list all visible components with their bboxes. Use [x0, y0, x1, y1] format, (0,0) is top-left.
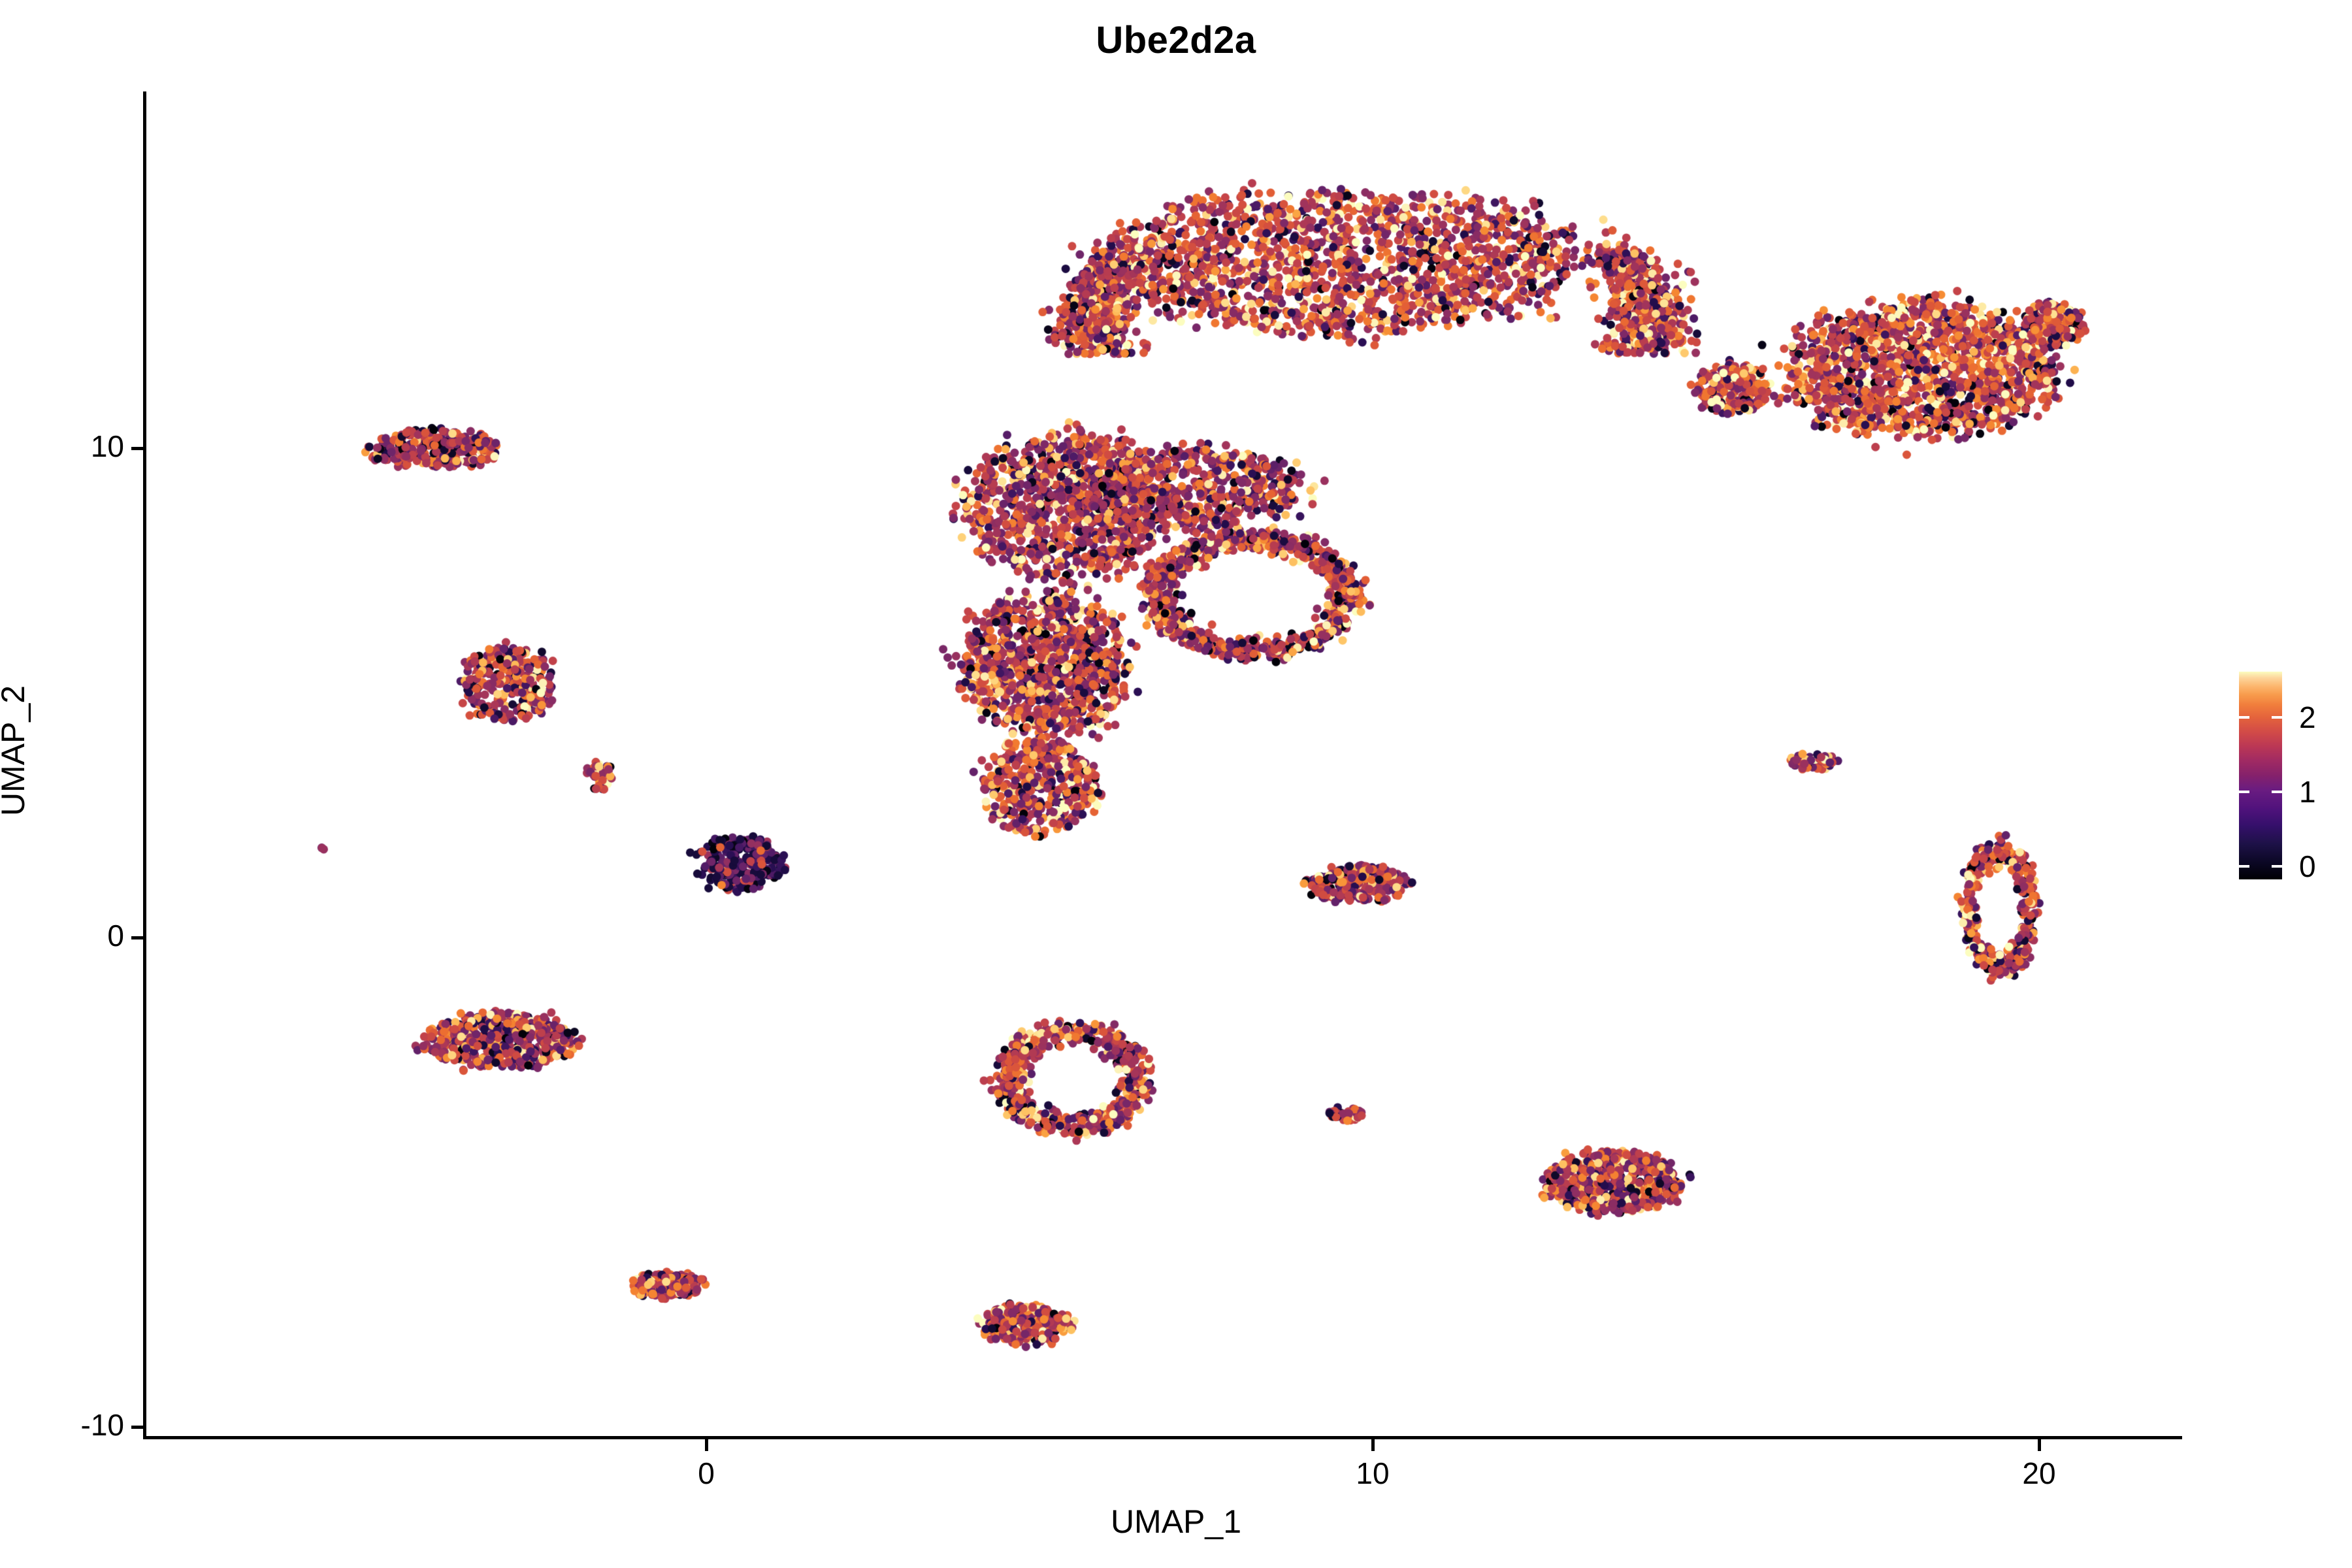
- y-tick-label: 0: [107, 919, 124, 953]
- colorbar-legend: 0 1 2: [2239, 672, 2352, 894]
- colorbar-tick-label: 2: [2299, 700, 2316, 735]
- x-tick-label: 20: [2022, 1456, 2056, 1490]
- colorbar-tick-mark: [2239, 790, 2249, 793]
- y-tick-mark: [131, 1426, 143, 1429]
- colorbar-tick-mark: [2239, 716, 2249, 719]
- x-tick-mark: [1371, 1439, 1375, 1451]
- x-tick-label: 0: [698, 1456, 715, 1490]
- y-axis-title: UMAP_2: [0, 685, 31, 817]
- y-tick-mark: [131, 447, 143, 450]
- colorbar-tick-label: 1: [2299, 774, 2316, 809]
- page-title: Ube2d2a: [1096, 19, 1256, 61]
- scatter-points-layer: [144, 91, 2182, 1437]
- colorbar-tick-mark: [2239, 864, 2249, 868]
- colorbar-tick-label: 0: [2299, 849, 2316, 883]
- x-tick-mark: [2038, 1439, 2041, 1451]
- colorbar-tick-mark: [2272, 716, 2282, 719]
- y-tick-mark: [131, 936, 143, 939]
- colorbar-tick-mark: [2272, 790, 2282, 793]
- colorbar-tick-mark: [2272, 864, 2282, 868]
- plot-panel: [144, 91, 2182, 1437]
- x-axis-line: [143, 1436, 2182, 1439]
- colorbar-gradient: [2239, 672, 2282, 879]
- y-tick-label: 10: [90, 429, 124, 463]
- y-tick-label: -10: [80, 1408, 124, 1442]
- x-tick-label: 10: [1356, 1456, 1390, 1490]
- y-axis-line: [143, 91, 146, 1439]
- x-axis-title: UMAP_1: [1110, 1503, 1242, 1540]
- x-tick-mark: [705, 1439, 708, 1451]
